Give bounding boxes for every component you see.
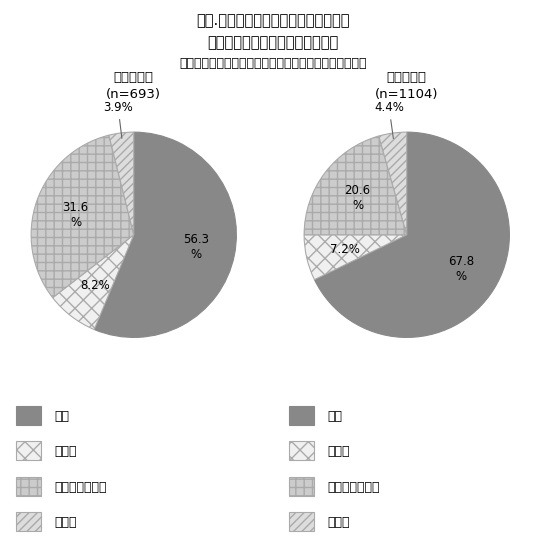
Wedge shape [314,132,509,337]
Wedge shape [52,235,134,329]
Text: 8.2%: 8.2% [80,279,110,292]
Bar [289,406,314,425]
Text: いない: いない [54,445,77,458]
Text: 話はしたくない: 話はしたくない [327,480,379,494]
Text: 3.9%: 3.9% [103,101,133,138]
Text: 4.4%: 4.4% [374,101,404,139]
Text: （問７で１から７のどれかにチェックをつけた人対象）: （問７で１から７のどれかにチェックをつけた人対象） [179,57,367,70]
Bar [16,406,41,425]
Bar [289,477,314,496]
Text: 無回答: 無回答 [327,516,350,529]
Wedge shape [304,235,407,280]
Text: 話を聞いてくれる人はいますか。: 話を聞いてくれる人はいますか。 [207,35,339,50]
Wedge shape [94,132,236,337]
Wedge shape [109,132,134,235]
Title: 小学５年生
(n=693): 小学５年生 (n=693) [106,71,161,101]
Text: 67.8
%: 67.8 % [448,254,474,282]
Text: 無回答: 無回答 [54,516,77,529]
Wedge shape [379,132,407,235]
Text: 56.3
%: 56.3 % [183,233,209,262]
Text: 話はしたくない: 話はしたくない [54,480,106,494]
Text: 7.2%: 7.2% [330,242,360,256]
Text: 31.6
%: 31.6 % [62,200,88,229]
Wedge shape [31,135,134,298]
Bar [16,441,41,460]
Bar [16,477,41,496]
Bar [289,441,314,460]
Title: 中学２年生
(n=1104): 中学２年生 (n=1104) [375,71,438,101]
Bar [16,512,41,531]
Text: いる: いる [54,410,69,423]
Text: 20.6
%: 20.6 % [345,183,371,212]
Text: いる: いる [327,410,342,423]
Bar [289,512,314,531]
Text: いない: いない [327,445,350,458]
Text: 問８.チェックをつけた悩みについて、: 問８.チェックをつけた悩みについて、 [196,14,350,28]
Wedge shape [304,136,407,235]
